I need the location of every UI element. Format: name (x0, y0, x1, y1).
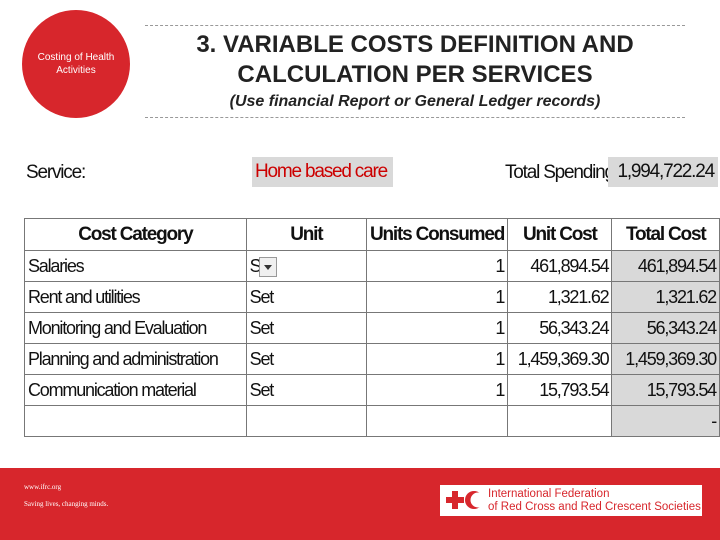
table-cell: 461,894.54 (611, 250, 720, 282)
logo: International Federation of Red Cross an… (440, 485, 702, 516)
table-cell: 1 (365, 374, 509, 406)
table-cell (365, 405, 509, 437)
table-cell (507, 405, 613, 437)
table-cell: 461,894.54 (507, 250, 613, 282)
column-header: Units Consumed (365, 218, 509, 251)
column-header: Cost Category (24, 218, 247, 251)
table-cell: - (611, 405, 720, 437)
table-cell: 1,459,369.30 (611, 343, 720, 375)
table-cell (24, 405, 247, 437)
service-label: Service: (26, 162, 86, 183)
header-row: Cost Category Unit Units Consumed Unit Cost… (24, 218, 720, 251)
spending-value: 1,994,722.24 (608, 157, 718, 187)
column-header: Unit (245, 218, 368, 251)
title-line: 3. VARIABLE COSTS DEFINITION AND (196, 31, 634, 58)
logo-line: International Federation (488, 488, 610, 500)
footer-slogan: Saving lives, changing minds. (24, 500, 109, 508)
divider (145, 117, 685, 118)
badge-text: Costing of Health Activities (37, 52, 115, 76)
table-cell: Set (245, 374, 368, 406)
cost-table: Cost Category Unit Units Consumed Unit Cost… (24, 218, 720, 437)
table-cell: 1 (365, 343, 509, 375)
table-cell: Monitoring and Evaluation (24, 312, 247, 344)
table-row: Rent and utilities Set 1 1,321.62 1,321.62 (24, 281, 720, 313)
logo-line: of Red Cross and Red Crescent Societies (488, 501, 701, 513)
badge: Costing of Health Activities (22, 10, 130, 118)
title: 3. VARIABLE COSTS DEFINITION AND CALCULA… (150, 30, 680, 90)
table-row: - (24, 405, 720, 437)
table-cell: 1 (365, 250, 509, 282)
table-cell: Set (245, 312, 368, 344)
table-cell: 15,793.54 (507, 374, 613, 406)
table-cell: Rent and utilities (24, 281, 247, 313)
table-row: Monitoring and Evaluation Set 1 56,343.24 56… (24, 312, 720, 344)
table-cell: Planning and administration (24, 343, 247, 375)
table-cell (245, 405, 368, 437)
dropdown-button[interactable] (259, 257, 277, 277)
table-cell: 56,343.24 (507, 312, 613, 344)
table-cell: 1 (365, 312, 509, 344)
table-cell: 1,459,369.30 (507, 343, 613, 375)
table-cell: 1,321.62 (507, 281, 613, 313)
table-cell: 1 (365, 281, 509, 313)
table-cell: Communication material (24, 374, 247, 406)
table-cell: 1,321.62 (611, 281, 720, 313)
column-header: Unit Cost (507, 218, 613, 251)
table-row: Salaries S 1 461,894.54 461,894.54 (24, 250, 720, 282)
service-value: Home based care (252, 157, 393, 187)
logo-emblem (446, 491, 484, 509)
spending-label: Total Spending: (505, 162, 619, 183)
title-line: CALCULATION PER SERVICES (237, 61, 593, 88)
table-cell: Set (245, 343, 368, 375)
table-cell: Salaries (24, 250, 247, 282)
subtitle: (Use financial Report or General Ledger … (229, 93, 601, 110)
table-cell: 15,793.54 (611, 374, 720, 406)
column-header: Total Cost (611, 218, 720, 251)
footer-url: www.ifrc.org (24, 483, 62, 491)
table-cell: 56,343.24 (611, 312, 720, 344)
table-row: Planning and administration Set 1 1,459,369… (24, 343, 720, 375)
divider (145, 25, 685, 26)
table-cell: Set (245, 281, 368, 313)
logo-text: International Federation of Red Cross an… (488, 488, 702, 514)
table-row: Communication material Set 1 15,793.54 15,79… (24, 374, 720, 406)
